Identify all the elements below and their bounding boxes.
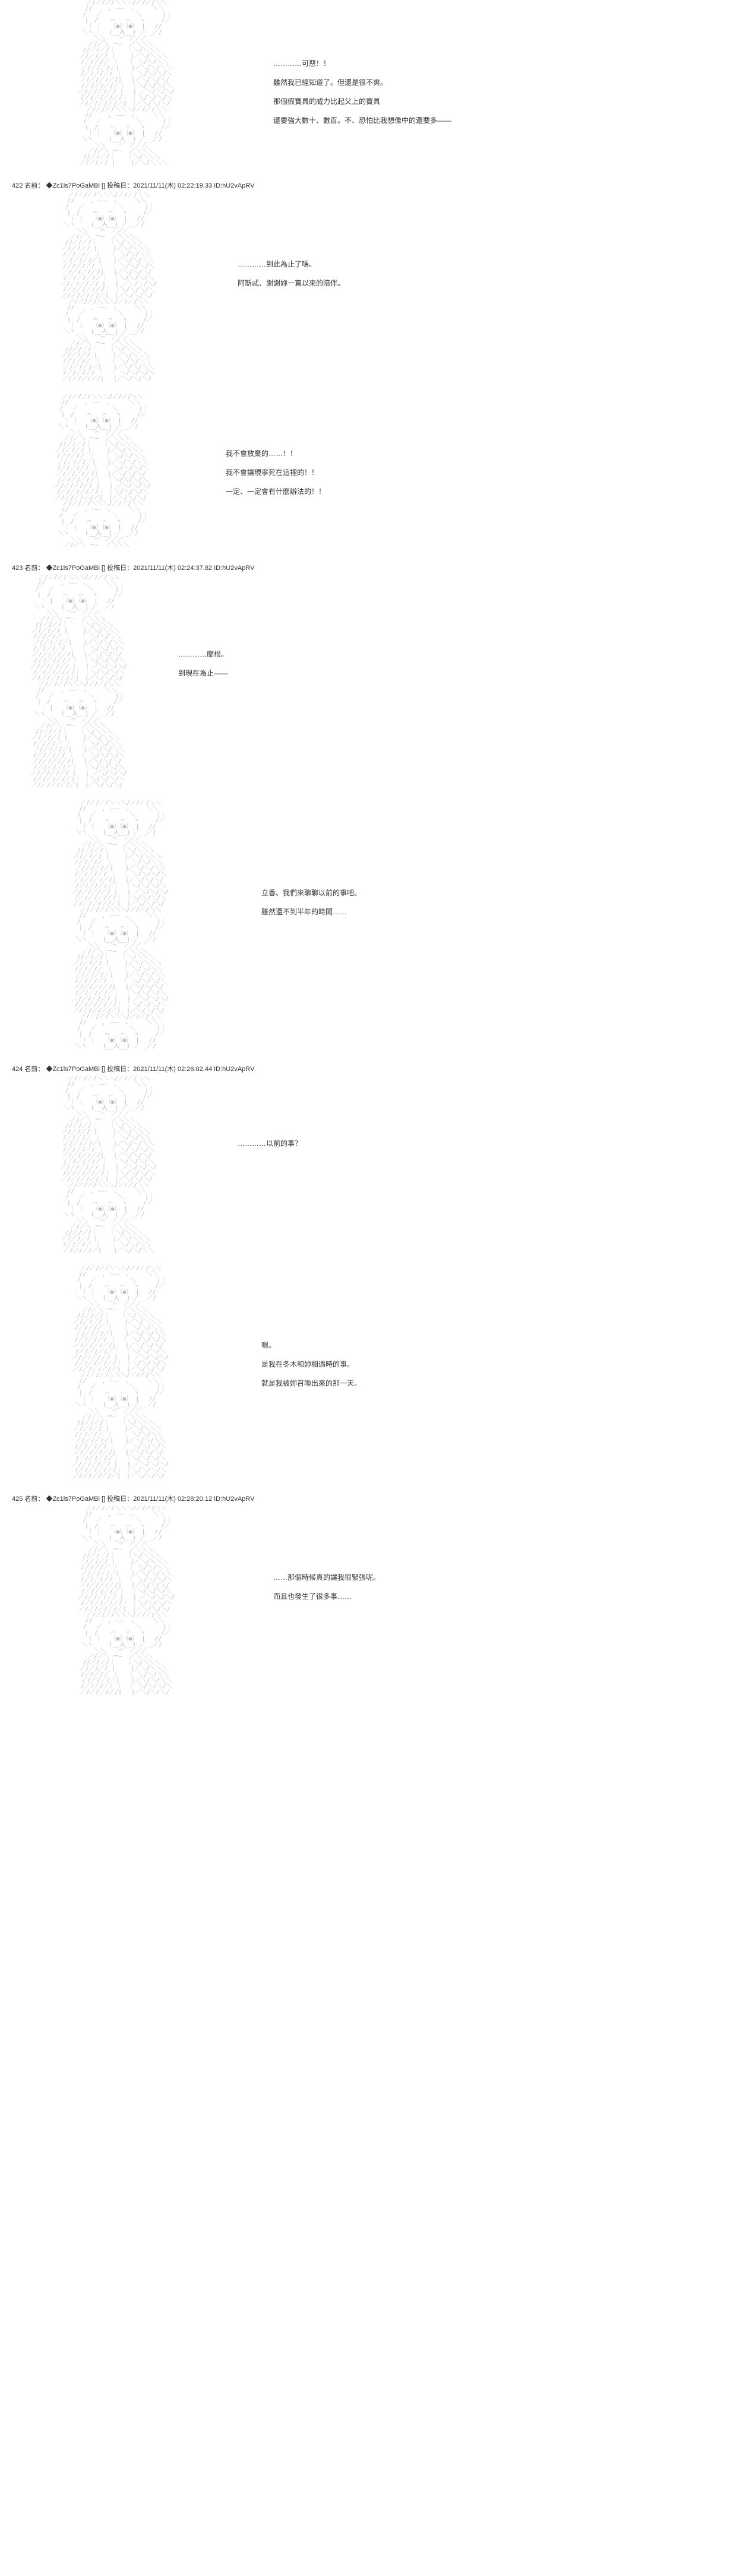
dialogue-line: 雖然還不到半年的時間……	[261, 907, 361, 917]
dialogue-block: ……那個時候真的讓我很緊張呢。而且也發生了很多事……	[249, 1506, 380, 1610]
dialogue-line: 到現在為止――	[178, 668, 228, 679]
dialogue-block: 我不會放棄的……！！ 我不會讓現寧死在這裡的！！ 一定、一定會有什麼辦法的！！	[202, 394, 326, 505]
post-body: ／/／/／/＼＼＼/／/／/＼＼ // , -―- 、 ＼＼ / ／ ＼ |｜ …	[0, 575, 752, 788]
post-body: ／/／/／/＼＼＼/／/／/＼＼ // , -―- 、 ＼＼ / ／ ＼ |｜ …	[0, 1076, 752, 1254]
forum-post: 425 名前： ◆Zc1ls7PoGaMBi [] 投稿日：2021/11/11…	[0, 1491, 752, 1696]
dialogue-line: 雖然我已經知道了。但還是很不爽。	[273, 77, 451, 88]
ascii-art-content: ／/／/／/＼＼＼/／/／/＼＼ // , -―- 、 ＼＼ / ／ ＼ |｜ …	[0, 192, 214, 382]
dialogue-line: …………摩根。	[178, 649, 228, 660]
forum-post: ／/／/／/＼＼＼/／/／/＼＼ // , -―- 、 ＼＼ / ／ ＼ |｜ …	[0, 800, 752, 1050]
ascii-art-girl-profile-hand-on-chest: ／/／/／/＼＼＼/／/／/＼＼ // , -―- 、 ＼＼ / ／ ＼ |｜ …	[0, 394, 202, 549]
ascii-art-armored-warrior-face-with-sword: ／/／/／/＼＼＼/／/／/＼＼ // , -―- 、 ＼＼ / ／ ＼ |｜ …	[0, 0, 249, 166]
post-body: ／/／/／/＼＼＼/／/／/＼＼ // , -―- 、 ＼＼ / ／ ＼ |｜ …	[0, 394, 752, 549]
ascii-art-girl-face-closeup-worried: ／/／/／/＼＼＼/／/／/＼＼ // , -―- 、 ＼＼ / ／ ＼ |｜ …	[0, 1506, 249, 1696]
dialogue-line: 嗯。	[261, 1340, 361, 1351]
ascii-art-girl-face-closeup-finger-to-lips: ／/／/／/＼＼＼/／/／/＼＼ // , -―- 、 ＼＼ / ／ ＼ |｜ …	[0, 1266, 238, 1479]
dialogue-line: ……那個時候真的讓我很緊張呢。	[273, 1572, 380, 1583]
ascii-art-girl-standing-full-body-horns: ／/／/／/＼＼＼/／/／/＼＼ // , -―- 、 ＼＼ / ／ ＼ |｜ …	[0, 575, 154, 788]
post-header: 423 名前： ◆Zc1ls7PoGaMBi [] 投稿日：2021/11/11…	[0, 560, 752, 575]
dialogue-block: 立香、我們來聊聊以前的事吧。雖然還不到半年的時間……	[238, 800, 361, 926]
dialogue-block: …………摩根。到現在為止――	[154, 575, 228, 687]
dialogue-line: 我不會讓現寧死在這裡的！！	[226, 467, 326, 478]
dialogue-block: 嗯。是我在冬木和妳相遇時的事。就是我被妳召喚出來的那一天。	[238, 1266, 361, 1397]
ascii-art-content: ／/／/／/＼＼＼/／/／/＼＼ // , -―- 、 ＼＼ / ／ ＼ |｜ …	[12, 1506, 238, 1696]
post-header: 425 名前： ◆Zc1ls7PoGaMBi [] 投稿日：2021/11/11…	[0, 1491, 752, 1506]
post-body: ／/／/／/＼＼＼/／/／/＼＼ // , -―- 、 ＼＼ / ／ ＼ |｜ …	[0, 192, 752, 382]
dialogue-line: 阿斯忒、謝謝妳一直以來的陪伴。	[238, 278, 345, 289]
dialogue-line: 是我在冬木和妳相遇時的事。	[261, 1359, 361, 1370]
forum-post: 423 名前： ◆Zc1ls7PoGaMBi [] 投稿日：2021/11/11…	[0, 560, 752, 788]
ascii-art-content: ／/／/／/＼＼＼/／/／/＼＼ // , -―- 、 ＼＼ / ／ ＼ |｜ …	[12, 0, 238, 166]
post-body: ／/／/／/＼＼＼/／/／/＼＼ // , -―- 、 ＼＼ / ／ ＼ |｜ …	[0, 0, 752, 166]
dialogue-block: …………以前的事？	[214, 1076, 302, 1157]
ascii-art-girl-back-view-short-hair: ／/／/／/＼＼＼/／/／/＼＼ // , -―- 、 ＼＼ / ／ ＼ |｜ …	[0, 192, 214, 382]
post-header: 422 名前： ◆Zc1ls7PoGaMBi [] 投稿日：2021/11/11…	[0, 178, 752, 192]
dialogue-line: 一定、一定會有什麼辦法的！！	[226, 486, 326, 497]
ascii-art-content: ／/／/／/＼＼＼/／/／/＼＼ // , -―- 、 ＼＼ / ／ ＼ |｜ …	[6, 800, 232, 1050]
dialogue-block: …………到此為止了嗎。阿斯忒、謝謝妳一直以來的陪伴。	[214, 192, 345, 297]
ascii-art-content: ／/／/／/＼＼＼/／/／/＼＼ // , -―- 、 ＼＼ / ／ ＼ |｜ …	[0, 575, 154, 788]
post-body: ／/／/／/＼＼＼/／/／/＼＼ // , -―- 、 ＼＼ / ／ ＼ |｜ …	[0, 1506, 752, 1696]
forum-post: ／/／/／/＼＼＼/／/／/＼＼ // , -―- 、 ＼＼ / ／ ＼ |｜ …	[0, 394, 752, 549]
dialogue-line: 而且也發生了很多事……	[273, 1591, 380, 1602]
dialogue-block: …………可惡！！ 雖然我已經知道了。但還是很不爽。那個假寶具的威力比起父上的寶具還…	[249, 0, 451, 134]
ascii-art-content: ／/／/／/＼＼＼/／/／/＼＼ // , -―- 、 ＼＼ / ／ ＼ |｜ …	[0, 1076, 214, 1254]
forum-post: ／/／/／/＼＼＼/／/／/＼＼ // , -―- 、 ＼＼ / ／ ＼ |｜ …	[0, 0, 752, 166]
ascii-art-tall-cloaked-figure-with-sword: ／/／/／/＼＼＼/／/／/＼＼ // , -―- 、 ＼＼ / ／ ＼ |｜ …	[0, 800, 238, 1050]
dialogue-line: 那個假寶具的威力比起父上的寶具	[273, 96, 451, 107]
dialogue-line: 就是我被妳召喚出來的那一天。	[261, 1378, 361, 1389]
dialogue-line: 立香、我們來聊聊以前的事吧。	[261, 888, 361, 898]
post-header: 424 名前： ◆Zc1ls7PoGaMBi [] 投稿日：2021/11/11…	[0, 1062, 752, 1076]
dialogue-line: …………可惡！！	[273, 58, 451, 69]
post-body: ／/／/／/＼＼＼/／/／/＼＼ // , -―- 、 ＼＼ / ／ ＼ |｜ …	[0, 1266, 752, 1479]
ascii-art-girl-back-view-turning: ／/／/／/＼＼＼/／/／/＼＼ // , -―- 、 ＼＼ / ／ ＼ |｜ …	[0, 1076, 214, 1254]
forum-post: ／/／/／/＼＼＼/／/／/＼＼ // , -―- 、 ＼＼ / ／ ＼ |｜ …	[0, 1266, 752, 1479]
post-body: ／/／/／/＼＼＼/／/／/＼＼ // , -―- 、 ＼＼ / ／ ＼ |｜ …	[0, 800, 752, 1050]
forum-post: 424 名前： ◆Zc1ls7PoGaMBi [] 投稿日：2021/11/11…	[0, 1062, 752, 1254]
ascii-art-content: ／/／/／/＼＼＼/／/／/＼＼ // , -―- 、 ＼＼ / ／ ＼ |｜ …	[6, 1266, 232, 1479]
ascii-art-content: ／/／/／/＼＼＼/／/／/＼＼ // , -―- 、 ＼＼ / ／ ＼ |｜ …	[0, 394, 202, 549]
dialogue-line: 我不會放棄的……！！	[226, 448, 326, 459]
dialogue-line: 還要強大數十、數百。不、恐怕比我想像中的還要多――	[273, 115, 451, 126]
forum-post: 422 名前： ◆Zc1ls7PoGaMBi [] 投稿日：2021/11/11…	[0, 178, 752, 382]
dialogue-line: …………到此為止了嗎。	[238, 259, 345, 270]
dialogue-line: …………以前的事？	[238, 1138, 302, 1149]
